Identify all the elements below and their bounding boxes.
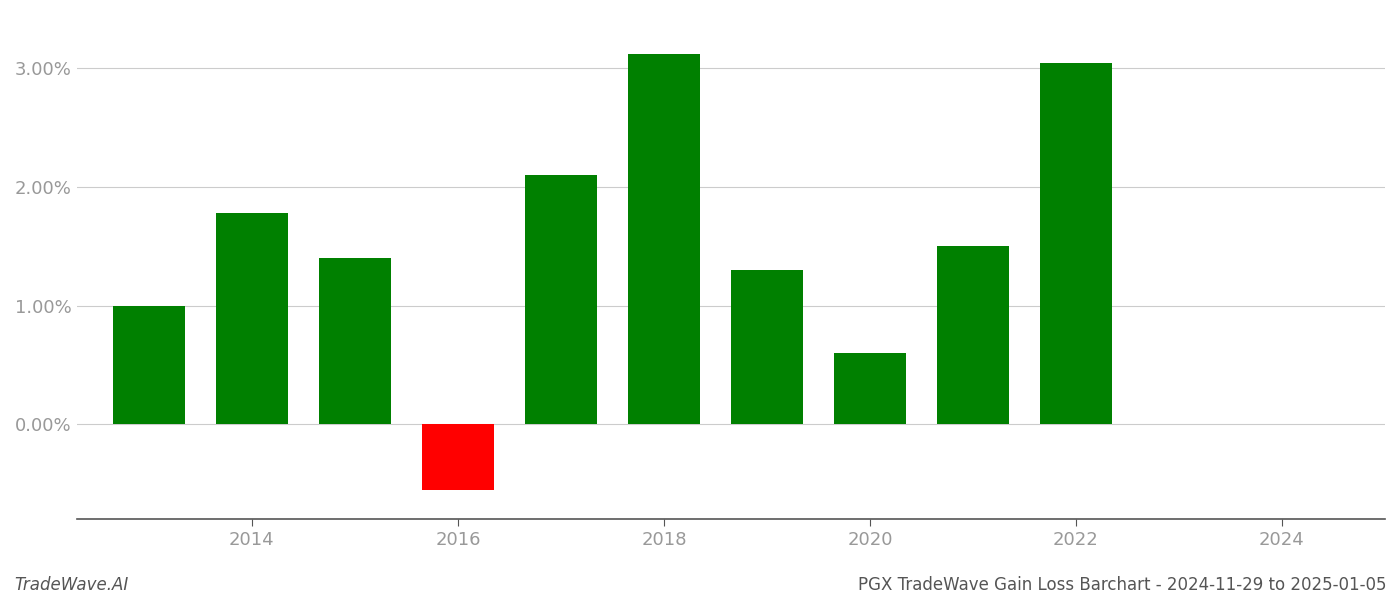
- Bar: [216, 213, 288, 424]
- Text: PGX TradeWave Gain Loss Barchart - 2024-11-29 to 2025-01-05: PGX TradeWave Gain Loss Barchart - 2024-…: [857, 576, 1386, 594]
- Bar: [421, 424, 494, 490]
- Bar: [834, 353, 906, 424]
- Bar: [1040, 62, 1112, 424]
- Bar: [113, 305, 185, 424]
- Text: TradeWave.AI: TradeWave.AI: [14, 576, 129, 594]
- Bar: [731, 270, 804, 424]
- Bar: [525, 175, 596, 424]
- Bar: [937, 247, 1009, 424]
- Bar: [319, 258, 391, 424]
- Bar: [627, 54, 700, 424]
